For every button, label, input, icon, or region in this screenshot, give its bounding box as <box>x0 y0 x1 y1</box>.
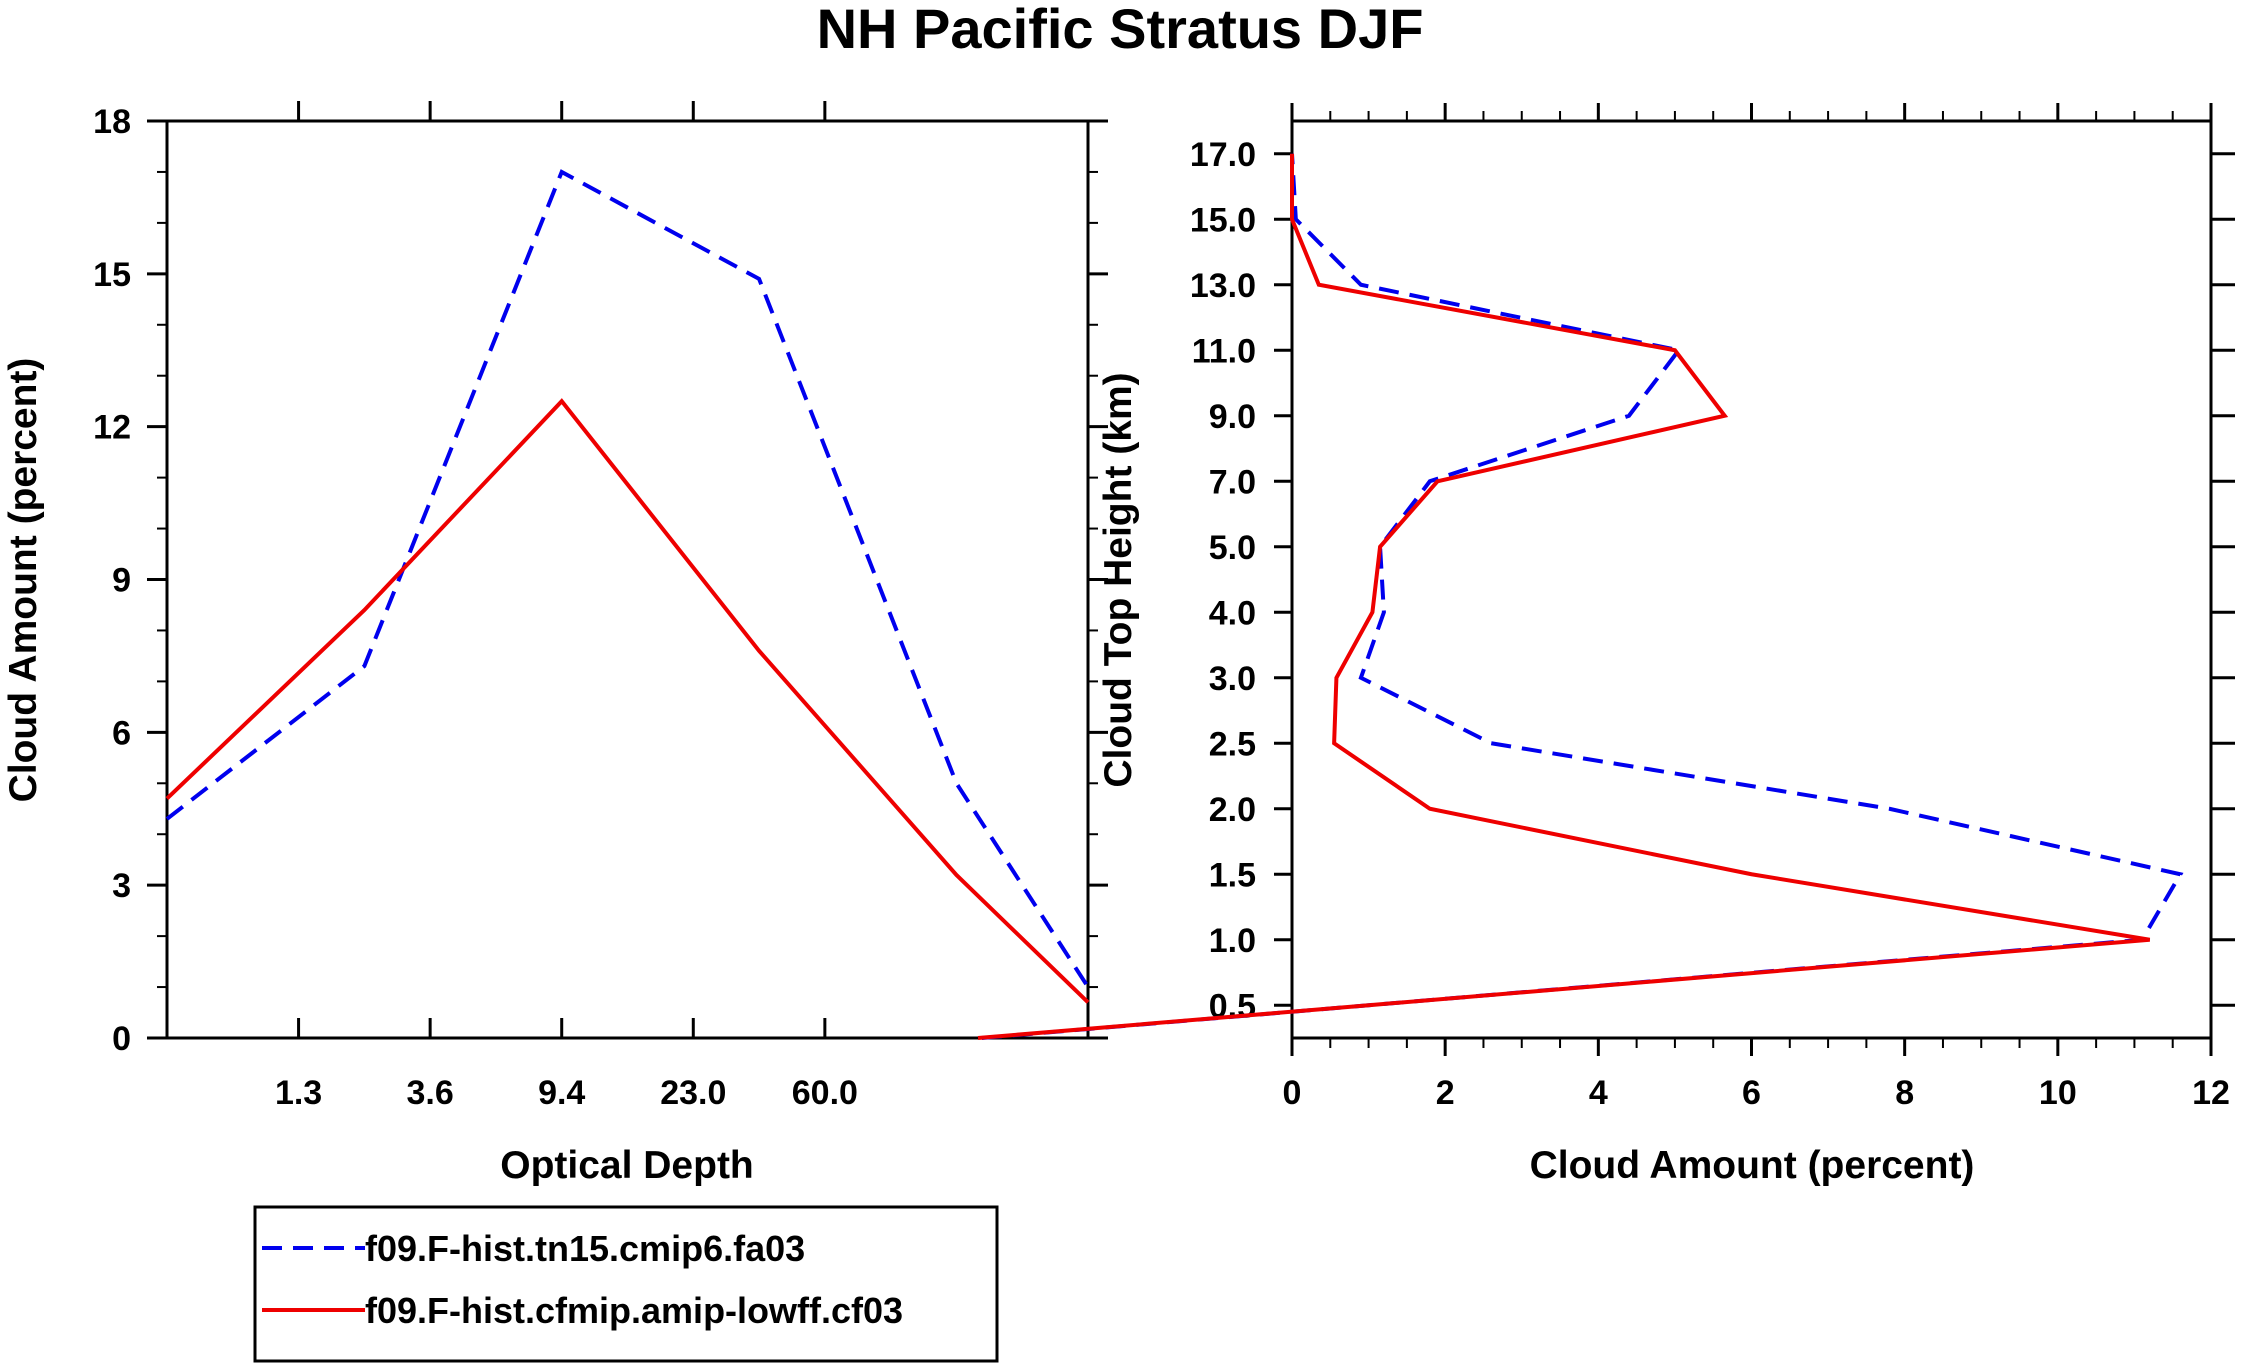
left-y-tick-label: 15 <box>93 256 131 294</box>
right-series-2-line <box>977 153 2151 1040</box>
left-y-tick-label: 12 <box>93 409 131 447</box>
left-series-2-line <box>165 398 1090 1004</box>
left-axis-ticks: 1.3 3.6 9.4 23.0 60.0 0 3 6 9 12 15 18 <box>93 101 1108 1112</box>
optical-depth-panel: 1.3 3.6 9.4 23.0 60.0 0 3 6 9 12 15 18 Optical Dept… <box>2 101 1108 1187</box>
right-y-tick-label: 3.0 <box>1209 660 1256 698</box>
left-plot-frame <box>165 119 1090 1040</box>
right-y-axis-label: Cloud Top Height (km) <box>1097 372 1140 787</box>
right-y-tick-label: 4.0 <box>1209 594 1256 632</box>
left-x-tick-label: 3.6 <box>407 1074 454 1112</box>
legend-box <box>253 1205 999 1363</box>
left-x-tick-label: 23.0 <box>660 1074 726 1112</box>
right-y-tick-label: 11.0 <box>1192 332 1256 370</box>
right-x-tick-label: 8 <box>1895 1074 1914 1112</box>
right-axis-ticks: 0 2 4 6 8 10 120.51.01.52.02.53.04.05.07.09.01… <box>1190 103 2235 1112</box>
right-x-tick-label: 0 <box>1283 1074 1302 1112</box>
right-series-lines <box>977 153 2184 1040</box>
left-x-tick-label: 60.0 <box>792 1074 858 1112</box>
right-y-tick-label: 1.5 <box>1209 856 1256 894</box>
right-y-tick-label: 7.0 <box>1209 463 1256 501</box>
left-y-tick-label: 9 <box>112 562 131 600</box>
left-x-axis-label: Optical Depth <box>500 1144 754 1187</box>
right-y-tick-label: 13.0 <box>1190 267 1256 305</box>
left-y-tick-label: 3 <box>112 867 131 905</box>
cloud-top-height-panel: 0 2 4 6 8 10 120.51.01.52.02.53.04.05.07.09.01… <box>977 103 2235 1187</box>
left-y-tick-label: 18 <box>93 103 131 141</box>
right-y-tick-label: 5.0 <box>1209 529 1256 567</box>
right-y-tick-label: 9.0 <box>1209 398 1256 436</box>
right-y-tick-label: 2.5 <box>1209 725 1256 763</box>
chart-title: NH Pacific Stratus DJF <box>817 0 1424 60</box>
left-y-tick-label: 6 <box>112 714 131 752</box>
legend-label-series1: f09.F-hist.tn15.cmip6.fa03 <box>365 1228 805 1269</box>
right-series-1-line <box>981 153 2184 1040</box>
left-series-1-line <box>165 169 1090 989</box>
right-y-tick-label: 2.0 <box>1209 791 1256 829</box>
right-y-tick-label: 1.0 <box>1209 922 1256 960</box>
right-x-tick-label: 4 <box>1589 1074 1608 1112</box>
left-x-tick-label: 1.3 <box>275 1074 322 1112</box>
right-x-axis-label: Cloud Amount (percent) <box>1530 1144 1975 1187</box>
left-y-axis-label: Cloud Amount (percent) <box>2 358 45 803</box>
right-x-tick-label: 10 <box>2039 1074 2077 1112</box>
legend-label-series2: f09.F-hist.cfmip.amip-lowff.cf03 <box>365 1290 903 1331</box>
right-x-tick-label: 6 <box>1742 1074 1761 1112</box>
left-series-lines <box>165 169 1090 1004</box>
right-x-tick-label: 12 <box>2192 1074 2230 1112</box>
right-y-tick-label: 15.0 <box>1190 201 1256 239</box>
left-y-tick-label: 0 <box>112 1020 131 1058</box>
legend: f09.F-hist.tn15.cmip6.fa03 f09.F-hist.cf… <box>253 1205 999 1363</box>
right-plot-frame <box>1290 119 2213 1040</box>
left-x-tick-label: 9.4 <box>538 1074 585 1112</box>
right-x-tick-label: 2 <box>1436 1074 1455 1112</box>
right-y-tick-label: 17.0 <box>1190 136 1256 174</box>
